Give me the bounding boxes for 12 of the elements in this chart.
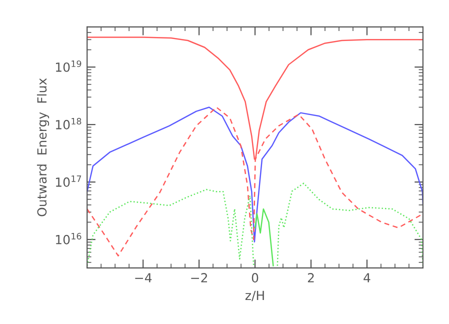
y-tick-label: 10$^{18}$ (56, 118, 82, 130)
line-series (254, 208, 274, 266)
x-tick-label: −2 (191, 273, 208, 282)
y-axis-title: Outward Energy Flux (36, 78, 50, 216)
y-tick-label: 10$^{16}$ (56, 232, 82, 244)
x-tick-label: 4 (364, 273, 370, 282)
x-tick-label: 0 (252, 273, 258, 282)
y-tick-label: 10$^{19}$ (56, 60, 82, 72)
x-tick-label: 2 (308, 273, 314, 282)
x-tick-label: −4 (135, 273, 152, 282)
x-axis-title: z/H (245, 290, 264, 302)
y-tick-label: 10$^{17}$ (56, 176, 82, 187)
